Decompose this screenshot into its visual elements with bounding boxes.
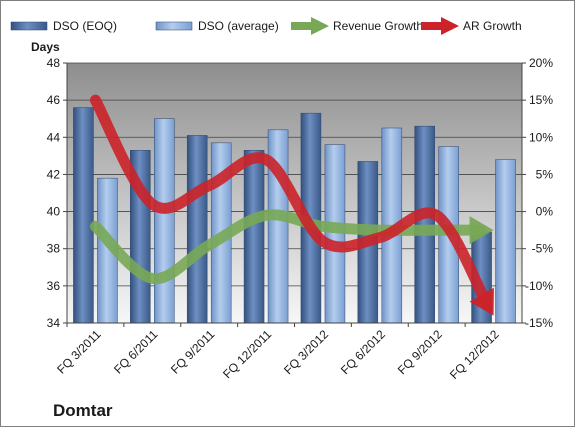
left-tick-label: 44: [47, 130, 61, 144]
right-tick-label: 15%: [529, 93, 553, 107]
x-tick-label: FQ 6/2011: [111, 327, 161, 377]
bar-dso-eoq: [414, 125, 435, 324]
legend-label-dso-average: DSO (average): [198, 19, 279, 33]
legend-arrow-ar-growth: [441, 17, 459, 35]
x-tick-label: FQ 9/2011: [168, 327, 218, 377]
bar-dso-eoq: [73, 107, 94, 324]
x-tick-label: FQ 12/2012: [447, 327, 502, 382]
bar-dso-average: [495, 159, 516, 324]
left-tick-label: 46: [47, 93, 61, 107]
bar-dso-eoq: [243, 150, 265, 324]
bar-dso-eoq: [186, 135, 208, 324]
chart-legend: DSO (EOQ) DSO (average) Revenue Growth AR G…: [10, 17, 522, 35]
right-tick-label: -15%: [525, 316, 553, 330]
legend-label-ar-growth: AR Growth: [463, 19, 522, 33]
arrowhead-revenue-growth: [469, 216, 494, 245]
right-axis: -15% -10% -5% 0% 5% 10% 15% 20%: [521, 56, 554, 330]
right-tick-label: 5%: [536, 167, 554, 181]
left-axis: 34 36 38 40 42 44 46 48: [47, 56, 68, 330]
line-revenue-growth: [89, 209, 486, 284]
line-series: [89, 94, 494, 316]
left-tick-label: 34: [47, 316, 61, 330]
x-tick-label: FQ 3/2012: [281, 327, 331, 377]
x-tick-label: FQ 3/2011: [54, 327, 104, 377]
bar-dso-average: [154, 118, 175, 324]
legend-label-dso-eoq: DSO (EOQ): [53, 19, 117, 33]
arrowhead-ar-growth: [469, 287, 494, 316]
bar-dso-average: [324, 144, 346, 324]
left-tick-label: 36: [47, 279, 61, 293]
right-tick-label: 20%: [529, 56, 553, 70]
left-tick-label: 40: [47, 205, 61, 219]
right-tick-label: 0%: [536, 205, 554, 219]
legend-label-revenue-growth: Revenue Growth: [333, 19, 423, 33]
x-tick-label: FQ 12/2011: [220, 327, 274, 381]
company-name: Domtar: [53, 401, 113, 420]
right-tick-label: -10%: [525, 279, 553, 293]
left-tick-label: 42: [47, 167, 61, 181]
line-ar-growth: [89, 94, 493, 309]
legend-swatch-dso-eoq: [10, 21, 48, 31]
left-tick-label: 38: [47, 242, 61, 256]
legend-arrow-revenue-growth: [311, 17, 329, 35]
left-axis-title: Days: [31, 40, 60, 54]
right-tick-label: 10%: [529, 130, 553, 144]
legend-swatch-dso-average: [155, 21, 193, 31]
x-axis: FQ 3/2011 FQ 6/2011 FQ 9/2011 FQ 12/2011 FQ …: [54, 322, 522, 382]
left-tick-label: 48: [47, 56, 61, 70]
x-tick-label: FQ 9/2012: [395, 327, 445, 377]
right-tick-label: -5%: [532, 242, 554, 256]
x-tick-label: FQ 6/2012: [338, 327, 388, 377]
